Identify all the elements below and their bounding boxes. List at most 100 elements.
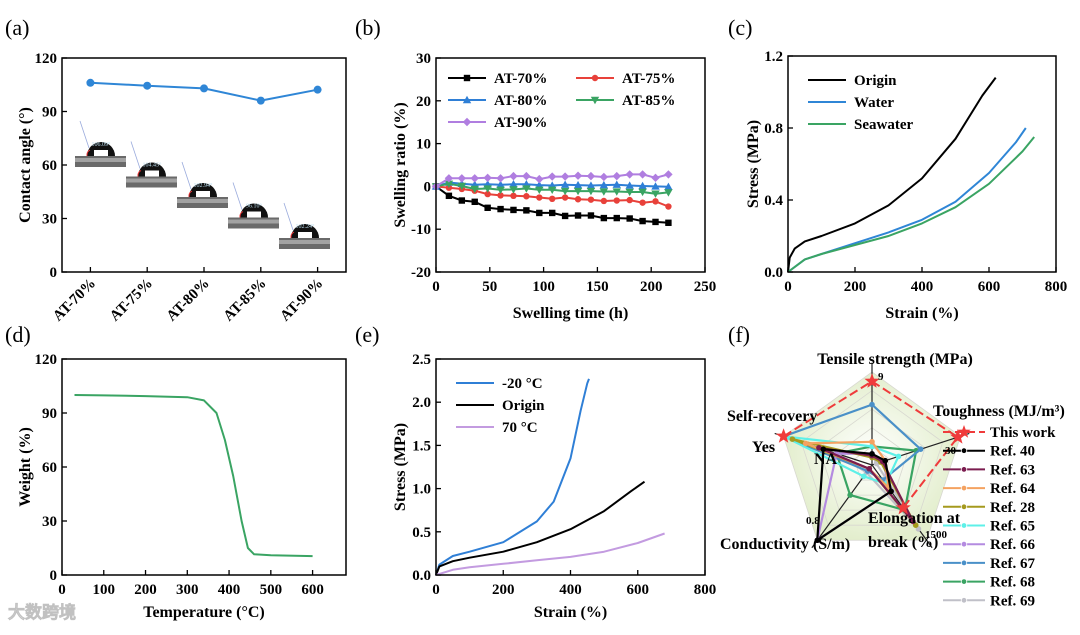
angle-arc: [188, 190, 193, 198]
data-point: [200, 84, 208, 93]
data-point: [510, 192, 517, 200]
data-point: [639, 199, 646, 206]
droplet-inset: 96.10°: [228, 182, 279, 229]
legend-label: Water: [854, 95, 894, 111]
legend-marker: [957, 425, 971, 438]
legend-marker: [960, 484, 968, 492]
radar-point: [869, 438, 875, 445]
radar-point: [888, 488, 894, 495]
label-line: Elongation at: [868, 510, 961, 527]
radar-max-label: 0.8: [806, 515, 820, 527]
data-point: [483, 185, 492, 193]
y-tick-label: 20: [416, 94, 431, 110]
radar-point: [910, 518, 916, 525]
radar-max-label: 1500: [925, 529, 948, 541]
radar-axis-label: Conductivity (S/m): [720, 536, 850, 553]
panel-b: (b) -20 -10 0 10 20 30 0 50 100 150 200 250 Swelling …: [355, 15, 716, 322]
panel-letter: (d): [5, 322, 31, 347]
y-tick-label: -20: [411, 265, 431, 281]
plot-frame: [435, 57, 706, 273]
data-point: [639, 217, 646, 225]
radar-max-label: 9: [878, 371, 884, 383]
x-tick-label: 0: [784, 279, 792, 295]
data-point: [664, 189, 673, 197]
legend-label: Ref. 64: [990, 481, 1035, 497]
plot-frame: [61, 358, 347, 576]
y-tick-label: 60: [42, 158, 57, 174]
plot-frame: [435, 358, 706, 576]
legend-label: Ref. 40: [990, 444, 1035, 460]
series-line: [787, 127, 1027, 273]
data-point: [573, 187, 583, 196]
contact-angle-label: 102.94°: [194, 182, 214, 189]
legend-label: AT-70%: [494, 71, 547, 87]
legend-label: Origin: [854, 73, 897, 89]
x-tick-label: 500: [260, 582, 283, 598]
y-tick-label: 0.0: [412, 568, 431, 584]
data-point: [651, 173, 660, 183]
radar-point: [816, 444, 822, 451]
data-point: [458, 197, 466, 204]
y-tick-label: 0: [50, 568, 58, 584]
y-tick-label: 1.0: [412, 482, 431, 498]
legend-item: -20 °C: [456, 376, 543, 392]
x-tick-label: 0: [432, 582, 440, 598]
angle-arc: [86, 149, 91, 157]
radar-point: [869, 401, 875, 408]
x-tick-label: 100: [93, 582, 116, 598]
panel-letter: (a): [5, 15, 29, 40]
data-point: [483, 173, 492, 183]
y-tick-label: 60: [42, 460, 57, 476]
series--20-C: [435, 378, 590, 576]
y-tick-label: 0: [424, 179, 432, 195]
legend-marker: [591, 74, 599, 82]
radar-point: [917, 446, 924, 452]
legend-label: Origin: [502, 398, 545, 414]
x-tick-label: 200: [134, 582, 157, 598]
radar-point: [869, 451, 875, 457]
x-tick-label: 250: [694, 279, 717, 295]
data-point: [625, 181, 634, 189]
data-point: [599, 180, 609, 189]
data-point: [599, 172, 609, 182]
data-point: [535, 180, 544, 189]
panel-letter: (e): [355, 322, 379, 347]
legend-item: Ref. 64: [943, 481, 1035, 497]
data-point: [549, 209, 556, 217]
data-point: [496, 174, 505, 183]
x-tick-label: 200: [640, 279, 663, 295]
radar-line: [871, 380, 960, 509]
y-tick-label: 30: [42, 212, 57, 228]
x-tick-label: 0: [432, 279, 440, 295]
series-70-C: [435, 532, 665, 576]
series-line: [74, 394, 313, 558]
x-tick-label: AT-75%: [107, 276, 156, 325]
legend-marker: [960, 447, 968, 454]
legend-item: 70 °C: [456, 420, 538, 436]
series-line: [787, 77, 997, 273]
angle-arc: [239, 211, 244, 218]
series-line: [787, 136, 1035, 273]
radar-point: [866, 465, 873, 472]
legend-label: Ref. 63: [990, 462, 1035, 478]
legend-item: Ref. 65: [943, 519, 1035, 535]
x-tick-label: 100: [532, 279, 555, 295]
legend-item: Origin: [456, 398, 545, 414]
radar-point: [861, 473, 867, 480]
droplet-inset: 104.45°: [126, 141, 177, 188]
data-point: [484, 190, 491, 198]
panel-letter: (b): [355, 15, 381, 40]
droplet-reflection: [247, 211, 261, 218]
data-point: [652, 198, 659, 205]
data-point: [509, 186, 518, 194]
data-point: [652, 218, 659, 226]
data-point: [536, 209, 543, 217]
data-point: [457, 182, 467, 191]
y-tick-label: 1.5: [412, 438, 431, 454]
series-Contact-angle: [86, 78, 322, 105]
substrate-texture: [177, 199, 228, 203]
legend-marker: [960, 466, 968, 473]
droplet-reflection: [298, 232, 312, 238]
y-tick-label: 90: [42, 406, 57, 422]
series-line: [435, 532, 665, 576]
